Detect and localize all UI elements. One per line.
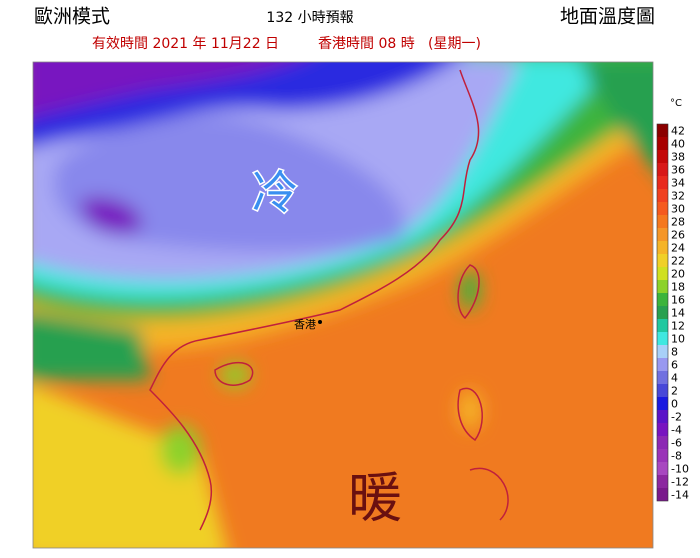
colorbar-tick-label: 42: [671, 125, 685, 138]
colorbar-tick-label: 12: [671, 320, 685, 333]
colorbar-tick-label: 36: [671, 164, 685, 177]
colorbar-frame: [656, 123, 669, 502]
colorbar-tick-label: 4: [671, 372, 678, 385]
colorbar-cell: [657, 293, 668, 306]
valid-time: 有效時間 2021 年 11月22 日: [92, 36, 279, 52]
colorbar-tick-label: -2: [671, 411, 682, 424]
colorbar-tick-label: -8: [671, 450, 682, 463]
colorbar-cell: [657, 423, 668, 436]
colorbar-cell: [657, 189, 668, 202]
colorbar-cell: [657, 228, 668, 241]
colorbar-cell: [657, 345, 668, 358]
colorbar-tick-label: 10: [671, 333, 685, 346]
colorbar-tick-label: 26: [671, 229, 685, 242]
colorbar-unit: °C: [670, 98, 682, 109]
colorbar-cell: [657, 267, 668, 280]
model-name: 歐洲模式: [34, 6, 110, 28]
forecast-hours: 132 小時預報: [266, 10, 353, 26]
place-label: 香港: [294, 318, 316, 331]
colorbar-cell: [657, 241, 668, 254]
colorbar-tick-label: -12: [671, 476, 689, 489]
colorbar-cell: [657, 319, 668, 332]
hk-time: 香港時間 08 時: [318, 36, 415, 52]
colorbar-cell: [657, 202, 668, 215]
coastline: [149, 69, 509, 531]
colorbar-tick-label: -14: [671, 489, 689, 502]
temperature-field: [33, 62, 653, 548]
colorbar-cell: [657, 215, 668, 228]
colorbar-tick-label: 30: [671, 203, 685, 216]
colorbar-cell: [657, 371, 668, 384]
colorbar-cell: [657, 449, 668, 462]
colorbar-tick-label: -4: [671, 424, 682, 437]
colorbar-cell: [657, 254, 668, 267]
colorbar-tick-label: 8: [671, 346, 678, 359]
colorbar-cell: [657, 436, 668, 449]
colorbar: 424038363432302826242220181614121086420-…: [656, 123, 689, 502]
colorbar-tick-label: 40: [671, 138, 685, 151]
colorbar-tick-label: 34: [671, 177, 685, 190]
colorbar-cell: [657, 332, 668, 345]
colorbar-tick-label: 6: [671, 359, 678, 372]
colorbar-tick-label: 28: [671, 216, 685, 229]
hk-marker: [318, 320, 322, 324]
map-frame: [32, 61, 654, 549]
colorbar-cell: [657, 475, 668, 488]
colorbar-tick-label: 2: [671, 385, 678, 398]
colorbar-tick-label: 18: [671, 281, 685, 294]
colorbar-cell: [657, 124, 668, 137]
colorbar-cell: [657, 462, 668, 475]
colorbar-tick-label: -10: [671, 463, 689, 476]
colorbar-tick-label: 32: [671, 190, 685, 203]
colorbar-cell: [657, 137, 668, 150]
colorbar-cell: [657, 358, 668, 371]
colorbar-tick-label: 14: [671, 307, 685, 320]
colorbar-cell: [657, 176, 668, 189]
colorbar-cell: [657, 397, 668, 410]
map-title: 地面溫度圖: [560, 6, 655, 28]
colorbar-tick-label: -6: [671, 437, 682, 450]
colorbar-cell: [657, 410, 668, 423]
colorbar-cell: [657, 488, 668, 501]
colorbar-tick-label: 38: [671, 151, 685, 164]
cold-label: 冷: [252, 166, 298, 220]
colorbar-tick-label: 20: [671, 268, 685, 281]
colorbar-cell: [657, 280, 668, 293]
weekday: (星期一): [428, 36, 481, 52]
colorbar-cell: [657, 150, 668, 163]
colorbar-tick-label: 22: [671, 255, 685, 268]
warm-label: 暖: [348, 467, 402, 530]
colorbar-tick-label: 24: [671, 242, 685, 255]
colorbar-tick-label: 0: [671, 398, 678, 411]
colorbar-cell: [657, 384, 668, 397]
colorbar-tick-label: 16: [671, 294, 685, 307]
colorbar-cell: [657, 163, 668, 176]
colorbar-cell: [657, 306, 668, 319]
